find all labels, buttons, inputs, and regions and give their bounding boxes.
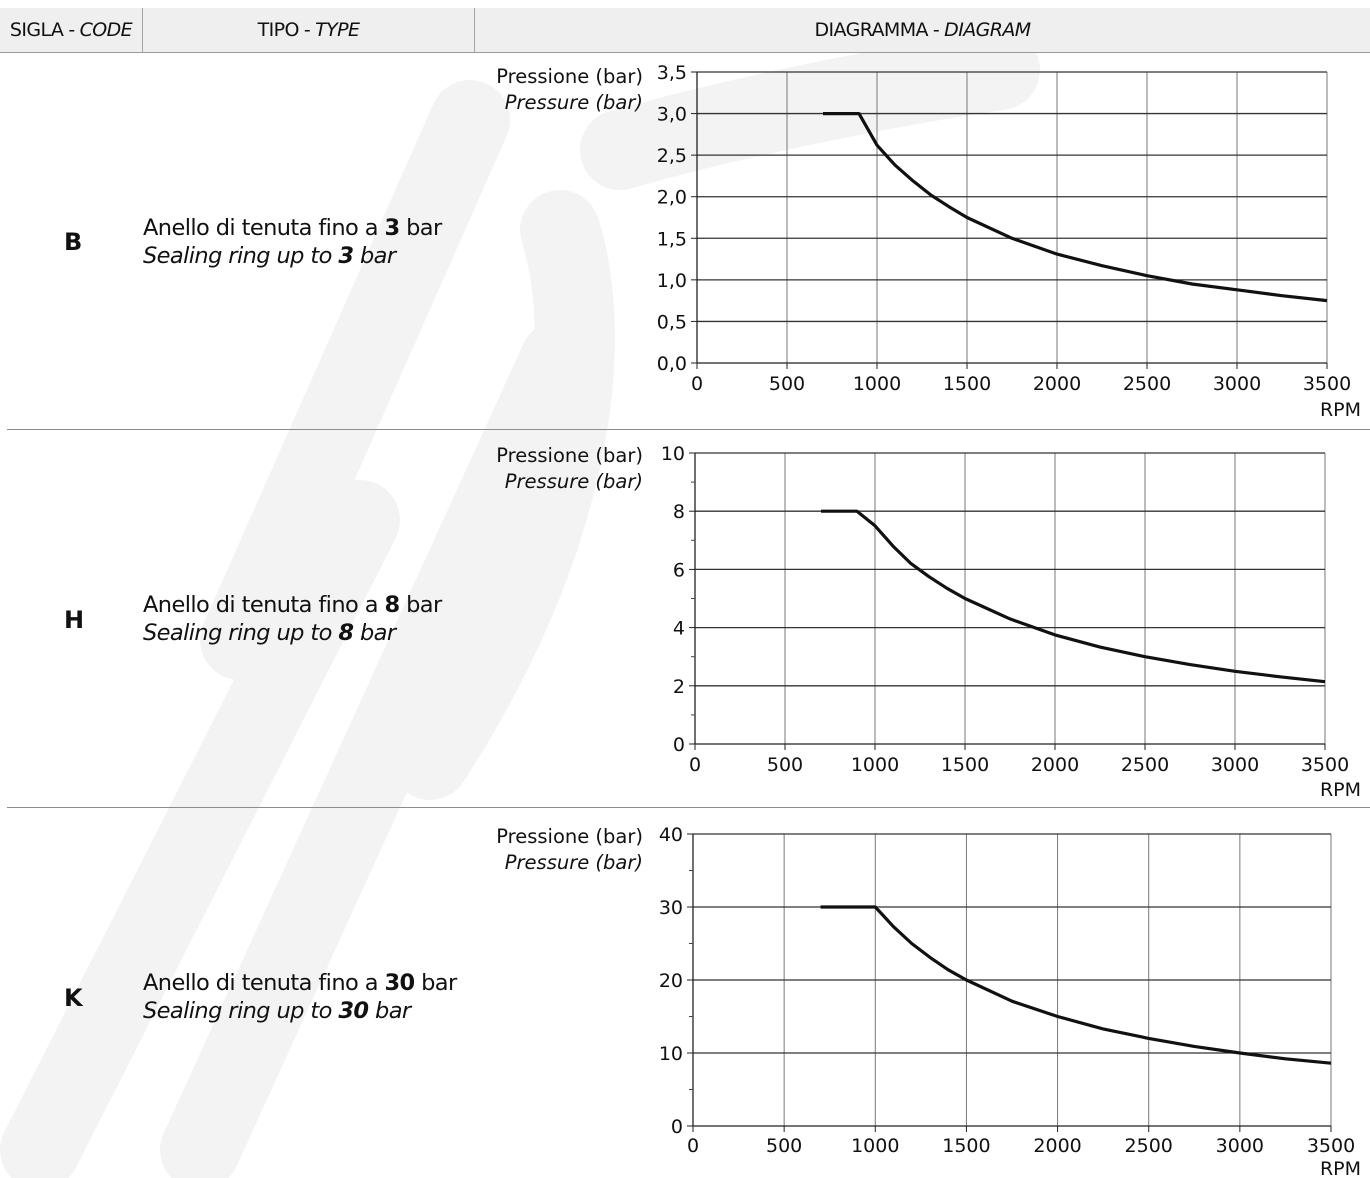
y-tick-label: 4: [673, 618, 685, 640]
y-tick-label: 8: [673, 501, 685, 523]
type-it: Anello di tenuta fino a 3 bar: [143, 215, 442, 241]
x-axis-label: RPM: [1320, 779, 1361, 801]
x-tick-label: 0: [691, 373, 703, 395]
y-tick-label: 1,5: [657, 228, 687, 250]
x-tick-label: 2500: [1125, 1135, 1173, 1157]
type-en: Sealing ring up to 30 bar: [143, 998, 411, 1024]
header-divider: [474, 8, 475, 52]
header-code-en: CODE: [79, 19, 133, 41]
y-tick-label: 3,0: [657, 104, 687, 126]
chart-ylabel: Pressione (bar) Pressure (bar): [496, 444, 643, 493]
y-tick-label: 6: [673, 559, 685, 581]
y-tick-label: 2,5: [657, 145, 687, 167]
x-tick-label: 3000: [1213, 373, 1261, 395]
y-tick-label: 2: [673, 676, 685, 698]
type-it: Anello di tenuta fino a 30 bar: [143, 970, 457, 996]
y-tick-label: 30: [659, 897, 683, 919]
row-divider: [7, 429, 1370, 430]
x-tick-label: 1000: [851, 754, 899, 776]
header-sep: -: [68, 19, 75, 41]
header-diagram-it: DIAGRAMMA: [814, 19, 928, 41]
header-code-it: SIGLA: [9, 19, 64, 41]
table-header: SIGLA - CODE TIPO - TYPE DIAGRAMMA - DIA…: [0, 8, 1370, 53]
row-type: Anello di tenuta fino a 30 bar Sealing r…: [143, 969, 457, 1025]
type-en: Sealing ring up to 3 bar: [143, 243, 396, 269]
x-tick-label: 3500: [1303, 373, 1351, 395]
x-tick-label: 1500: [941, 754, 989, 776]
row-code: H: [64, 606, 85, 634]
header-type-en: TYPE: [315, 19, 360, 41]
x-tick-label: 1000: [851, 1135, 899, 1157]
x-axis-label: RPM: [1320, 399, 1361, 421]
x-axis-label: RPM: [1320, 1158, 1361, 1178]
x-tick-label: 500: [767, 754, 803, 776]
x-tick-label: 500: [766, 1135, 802, 1157]
row-divider: [7, 807, 1370, 808]
row-code: B: [64, 228, 83, 256]
y-tick-label: 40: [659, 824, 683, 846]
header-diagram: DIAGRAMMA - DIAGRAM: [475, 8, 1370, 52]
y-tick-label: 0: [671, 1116, 683, 1138]
x-tick-label: 0: [687, 1135, 699, 1157]
series-line: [820, 905, 1332, 1065]
y-tick-label: 10: [661, 443, 685, 465]
header-sep: -: [932, 19, 940, 41]
x-tick-label: 2500: [1121, 754, 1169, 776]
x-tick-label: 0: [689, 754, 701, 776]
y-tick-label: 2,0: [657, 187, 687, 209]
x-tick-label: 1500: [942, 1135, 990, 1157]
x-tick-label: 500: [769, 373, 805, 395]
chart-ylabel: Pressione (bar) Pressure (bar): [496, 825, 643, 874]
type-en: Sealing ring up to 8 bar: [143, 620, 396, 646]
chart-ylabel: Pressione (bar) Pressure (bar): [496, 65, 643, 114]
y-tick-label: 3,5: [657, 62, 687, 84]
row-type: Anello di tenuta fino a 8 bar Sealing ri…: [143, 591, 442, 647]
header-divider: [142, 8, 143, 52]
row-type: Anello di tenuta fino a 3 bar Sealing ri…: [143, 214, 442, 270]
header-type: TIPO - TYPE: [143, 8, 474, 52]
x-tick-label: 1500: [943, 373, 991, 395]
x-tick-label: 3500: [1307, 1135, 1355, 1157]
x-tick-label: 2000: [1033, 373, 1081, 395]
x-tick-label: 2000: [1031, 754, 1079, 776]
header-type-it: TIPO: [257, 19, 300, 41]
y-tick-label: 1,0: [657, 270, 687, 292]
x-tick-label: 3500: [1301, 754, 1349, 776]
x-tick-label: 3000: [1216, 1135, 1264, 1157]
row-code: K: [64, 984, 83, 1012]
series-line: [821, 509, 1326, 684]
x-tick-label: 2000: [1033, 1135, 1081, 1157]
x-tick-label: 3000: [1211, 754, 1259, 776]
x-tick-label: 2500: [1123, 373, 1171, 395]
y-tick-label: 20: [659, 970, 683, 992]
x-tick-label: 1000: [853, 373, 901, 395]
y-tick-label: 0,5: [657, 311, 687, 333]
type-it: Anello di tenuta fino a 8 bar: [143, 592, 442, 618]
header-sep: -: [303, 19, 311, 41]
header-diagram-en: DIAGRAM: [944, 19, 1031, 41]
header-code: SIGLA - CODE: [0, 8, 142, 52]
y-tick-label: 0: [673, 734, 685, 756]
y-tick-label: 10: [659, 1043, 683, 1065]
y-tick-label: 0,0: [657, 353, 687, 375]
series-line: [823, 112, 1328, 303]
